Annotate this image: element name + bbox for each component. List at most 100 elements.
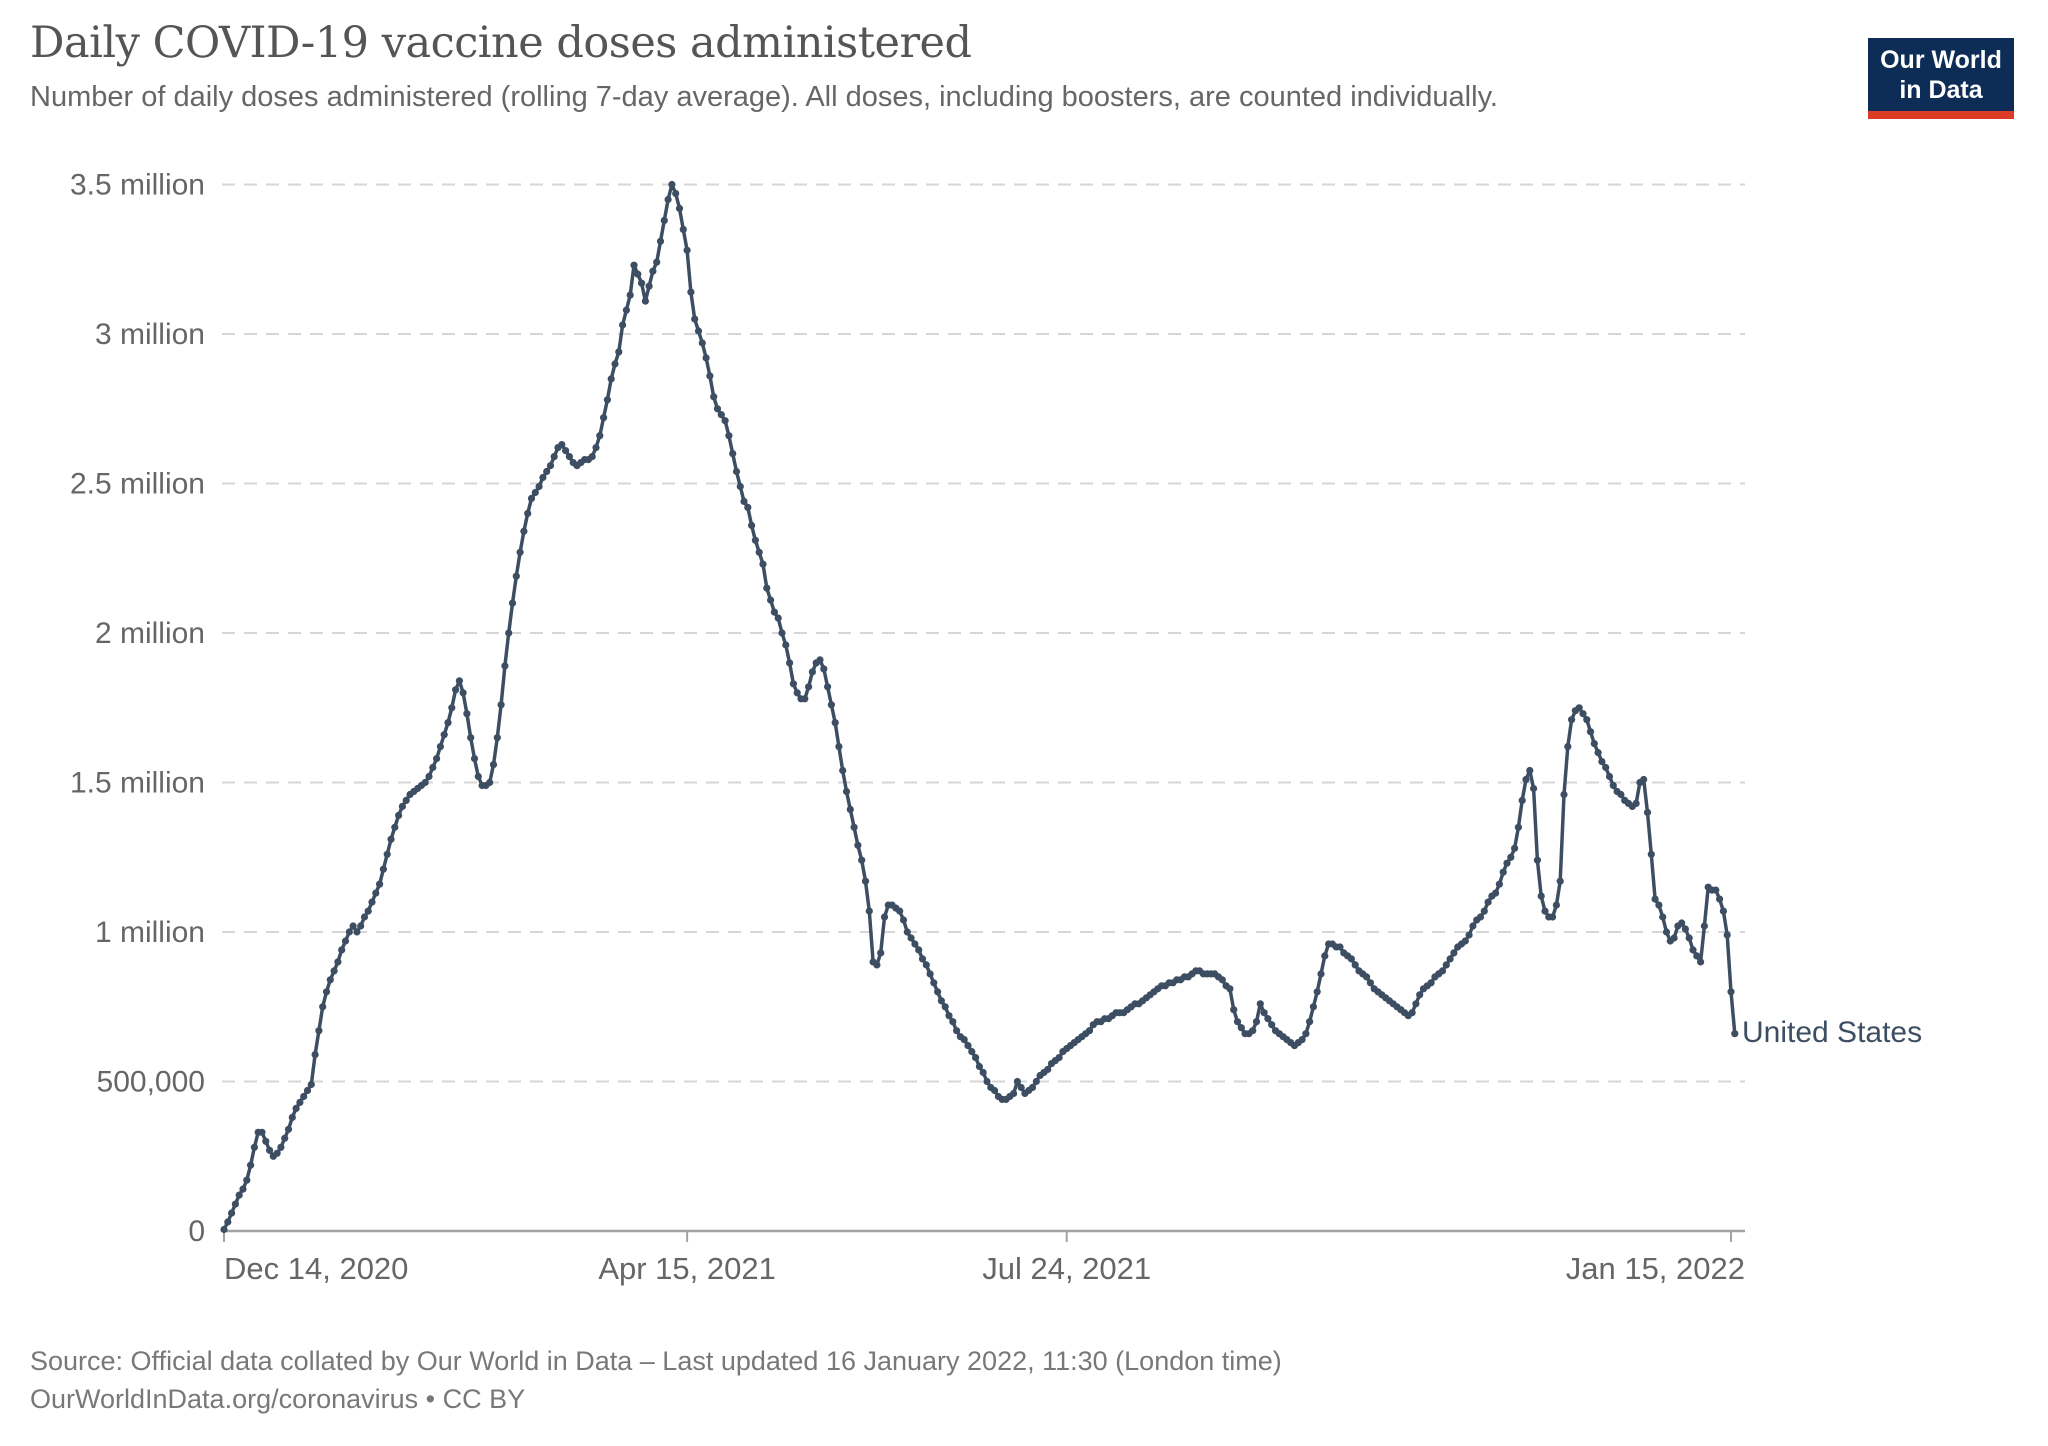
data-point[interactable]	[835, 743, 843, 751]
data-point[interactable]	[1218, 976, 1226, 984]
data-point[interactable]	[1507, 853, 1515, 861]
data-point[interactable]	[1465, 931, 1473, 939]
data-point[interactable]	[1647, 850, 1655, 858]
data-point[interactable]	[247, 1161, 255, 1169]
data-point[interactable]	[702, 354, 710, 362]
data-point[interactable]	[953, 1027, 961, 1035]
data-point[interactable]	[1442, 961, 1450, 969]
data-point[interactable]	[391, 823, 399, 831]
data-point[interactable]	[1643, 808, 1652, 817]
data-point[interactable]	[1309, 1003, 1317, 1011]
data-point[interactable]	[1719, 907, 1727, 915]
data-point[interactable]	[505, 629, 513, 637]
data-point[interactable]	[649, 267, 657, 275]
data-point[interactable]	[311, 1051, 319, 1059]
data-point[interactable]	[638, 279, 646, 287]
data-point[interactable]	[1503, 859, 1511, 867]
data-point[interactable]	[368, 898, 376, 906]
data-point[interactable]	[949, 1018, 957, 1026]
data-point[interactable]	[1556, 877, 1564, 885]
data-point[interactable]	[1347, 955, 1355, 963]
data-point[interactable]	[452, 686, 460, 694]
data-point[interactable]	[679, 225, 687, 233]
data-point[interactable]	[1541, 907, 1549, 915]
data-point[interactable]	[1693, 952, 1701, 960]
data-point[interactable]	[1662, 928, 1671, 936]
data-point[interactable]	[968, 1048, 976, 1056]
data-point[interactable]	[421, 778, 429, 787]
data-point[interactable]	[425, 772, 433, 781]
data-point[interactable]	[1476, 913, 1485, 921]
data-point[interactable]	[645, 282, 653, 290]
data-point[interactable]	[527, 494, 536, 502]
data-point[interactable]	[934, 988, 942, 996]
data-point[interactable]	[1366, 979, 1374, 987]
data-point[interactable]	[357, 922, 365, 930]
data-point[interactable]	[600, 414, 608, 422]
data-point[interactable]	[630, 261, 638, 269]
data-point[interactable]	[767, 596, 775, 604]
data-point[interactable]	[474, 772, 482, 781]
data-point[interactable]	[1249, 1027, 1257, 1035]
data-point[interactable]	[880, 913, 889, 921]
data-point[interactable]	[1461, 937, 1469, 945]
data-point[interactable]	[455, 677, 463, 685]
data-point[interactable]	[1514, 823, 1522, 831]
data-point[interactable]	[288, 1113, 296, 1121]
data-point[interactable]	[748, 521, 756, 530]
data-point[interactable]	[1575, 704, 1583, 712]
data-point[interactable]	[1032, 1077, 1040, 1086]
data-point[interactable]	[1700, 922, 1708, 930]
data-point[interactable]	[448, 704, 456, 712]
data-point[interactable]	[1681, 925, 1689, 933]
data-point[interactable]	[592, 444, 600, 452]
data-point[interactable]	[1408, 1009, 1416, 1017]
data-point[interactable]	[433, 755, 441, 763]
data-point[interactable]	[915, 946, 923, 954]
data-point[interactable]	[284, 1125, 293, 1133]
data-point[interactable]	[850, 823, 858, 831]
data-point[interactable]	[1568, 716, 1576, 724]
data-point[interactable]	[262, 1137, 270, 1145]
data-point[interactable]	[911, 940, 919, 948]
data-point[interactable]	[1412, 1000, 1420, 1008]
data-point[interactable]	[281, 1134, 289, 1142]
data-point[interactable]	[713, 405, 722, 413]
data-point[interactable]	[937, 997, 946, 1005]
data-point[interactable]	[228, 1209, 236, 1217]
data-point[interactable]	[489, 761, 498, 769]
data-point[interactable]	[603, 396, 612, 404]
data-point[interactable]	[1230, 1006, 1238, 1014]
data-point[interactable]	[395, 811, 403, 820]
data-point[interactable]	[979, 1068, 987, 1077]
data-point[interactable]	[1446, 955, 1454, 963]
data-point[interactable]	[531, 488, 539, 497]
data-point[interactable]	[1363, 973, 1371, 981]
data-point[interactable]	[991, 1086, 999, 1095]
data-point[interactable]	[1233, 1018, 1242, 1026]
data-point[interactable]	[861, 877, 870, 885]
data-point[interactable]	[960, 1036, 968, 1044]
data-point[interactable]	[303, 1086, 312, 1095]
data-point[interactable]	[619, 321, 627, 329]
data-point[interactable]	[907, 934, 915, 942]
data-point[interactable]	[721, 417, 729, 425]
data-point[interactable]	[330, 967, 338, 975]
data-point[interactable]	[1450, 949, 1458, 957]
data-point[interactable]	[1590, 740, 1598, 748]
data-point[interactable]	[1055, 1054, 1063, 1062]
data-point[interactable]	[345, 928, 353, 936]
data-point[interactable]	[725, 432, 733, 440]
data-point[interactable]	[873, 961, 881, 969]
data-point[interactable]	[277, 1143, 285, 1151]
data-point[interactable]	[349, 922, 357, 930]
data-point[interactable]	[387, 835, 395, 843]
data-point[interactable]	[770, 608, 779, 616]
data-point[interactable]	[634, 270, 642, 278]
data-point[interactable]	[1013, 1077, 1022, 1086]
data-point[interactable]	[842, 787, 851, 796]
data-point[interactable]	[1085, 1027, 1094, 1035]
data-point[interactable]	[846, 805, 854, 814]
data-point[interactable]	[1564, 743, 1572, 751]
data-point[interactable]	[1264, 1015, 1272, 1023]
